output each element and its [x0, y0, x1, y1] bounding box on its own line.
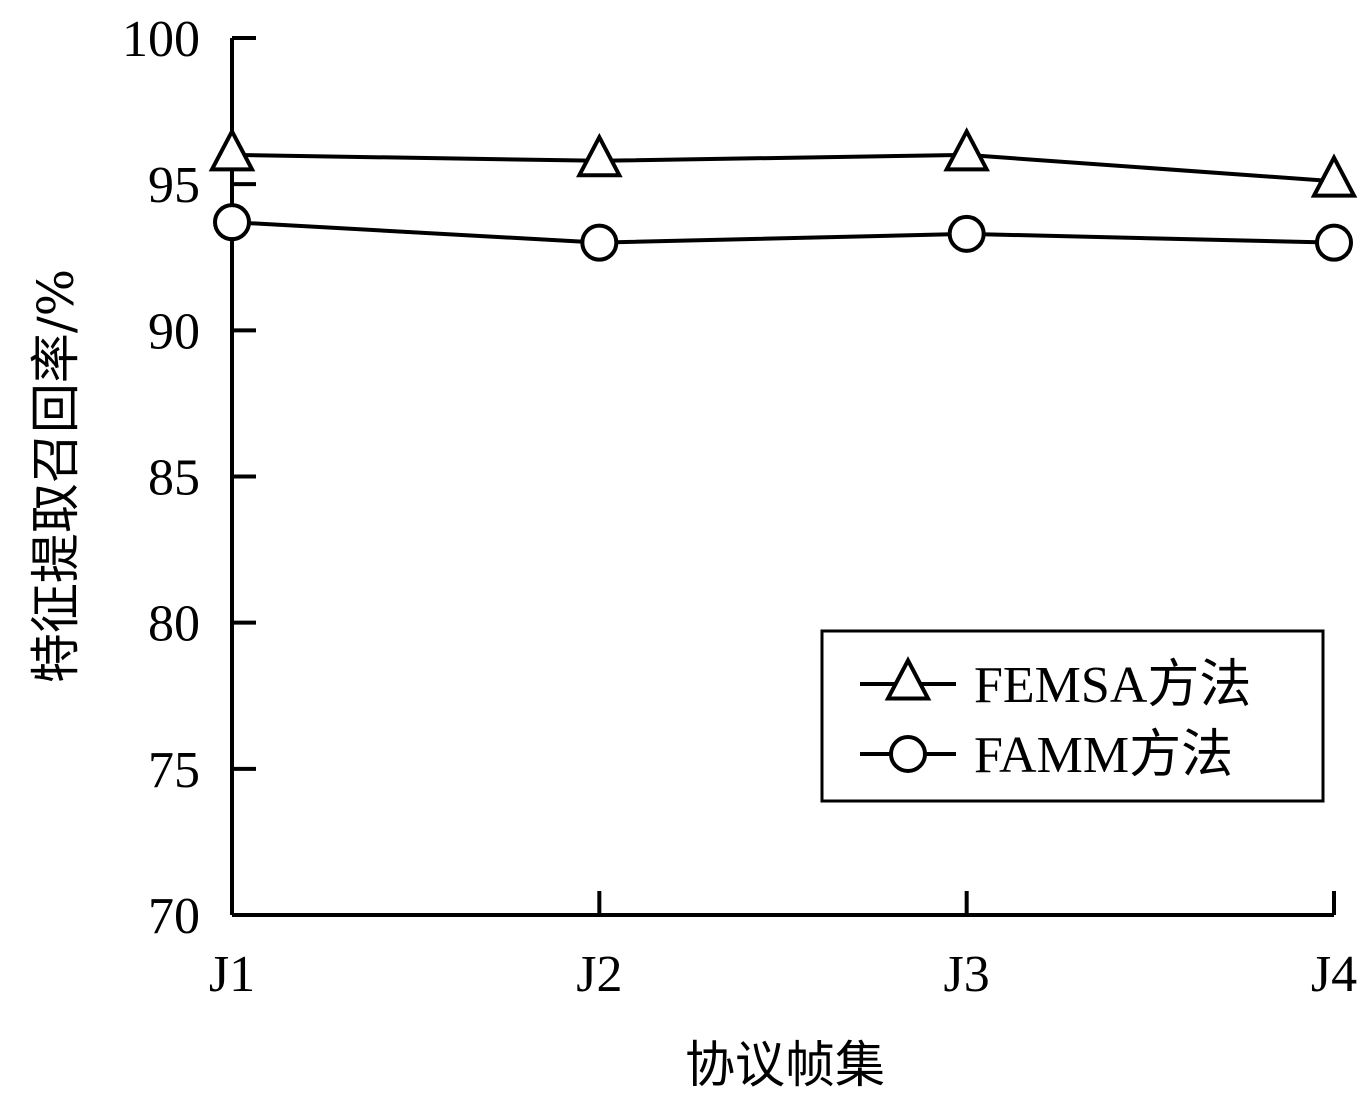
y-tick-label: 70: [148, 888, 200, 945]
y-tick-label: 75: [148, 742, 200, 799]
x-tick-label: J3: [944, 946, 990, 1003]
legend-item: FEMSA方法: [860, 656, 1251, 714]
x-axis-title: 协议帧集: [685, 1036, 885, 1094]
series-2: [213, 203, 1353, 262]
legend-label: FAMM方法: [974, 727, 1233, 784]
legend: FEMSA方法 FAMM方法: [820, 629, 1325, 803]
y-tick-label: 90: [148, 303, 200, 360]
data-point-circle: [947, 214, 986, 253]
y-tick-label: 85: [148, 450, 200, 507]
y-tick-label: 95: [148, 157, 200, 214]
x-tick-label: J4: [1311, 946, 1357, 1003]
y-axis-title: 特征提取召回率/%: [27, 269, 85, 683]
x-ticks: J1 J2 J3 J4: [209, 891, 1357, 1003]
x-tick-label: J1: [209, 946, 255, 1003]
series-layer: [208, 127, 1358, 262]
data-point-triangle: [943, 127, 990, 172]
data-point-triangle: [1310, 153, 1358, 198]
data-point-triangle: [576, 132, 623, 178]
y-ticks: 70 75 80 85 90 95 100: [122, 11, 256, 945]
data-point-triangle: [208, 127, 256, 172]
series-line: [231, 152, 1335, 184]
data-point-circle: [580, 223, 619, 262]
y-tick-label: 100: [122, 11, 200, 68]
legend-marker-triangle: [884, 656, 932, 701]
data-point-circle: [1315, 223, 1353, 262]
series-1: [208, 127, 1358, 198]
x-tick-label: J2: [576, 946, 622, 1003]
data-point-circle: [213, 203, 251, 242]
legend-marker-circle: [889, 735, 927, 773]
legend-label: FEMSA方法: [974, 657, 1251, 714]
series-line: [231, 220, 1335, 245]
y-tick-label: 80: [148, 596, 200, 653]
legend-item: FAMM方法: [860, 727, 1233, 784]
